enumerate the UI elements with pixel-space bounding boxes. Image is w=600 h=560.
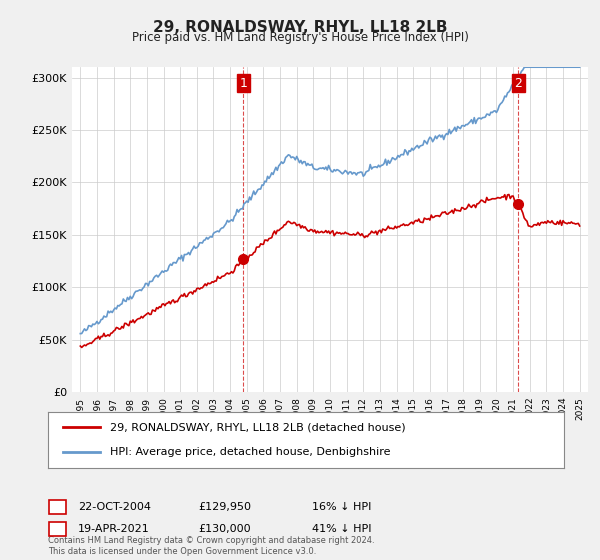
Text: 41% ↓ HPI: 41% ↓ HPI xyxy=(312,524,371,534)
Text: 2: 2 xyxy=(54,524,61,534)
Text: Price paid vs. HM Land Registry's House Price Index (HPI): Price paid vs. HM Land Registry's House … xyxy=(131,31,469,44)
Text: 29, RONALDSWAY, RHYL, LL18 2LB: 29, RONALDSWAY, RHYL, LL18 2LB xyxy=(153,20,447,35)
Text: Contains HM Land Registry data © Crown copyright and database right 2024.
This d: Contains HM Land Registry data © Crown c… xyxy=(48,536,374,556)
Text: 1: 1 xyxy=(239,77,247,90)
Text: 22-OCT-2004: 22-OCT-2004 xyxy=(78,502,151,512)
Text: £129,950: £129,950 xyxy=(198,502,251,512)
Text: 2: 2 xyxy=(514,77,522,90)
Text: 19-APR-2021: 19-APR-2021 xyxy=(78,524,150,534)
Text: 16% ↓ HPI: 16% ↓ HPI xyxy=(312,502,371,512)
Text: 29, RONALDSWAY, RHYL, LL18 2LB (detached house): 29, RONALDSWAY, RHYL, LL18 2LB (detached… xyxy=(110,422,406,432)
Text: HPI: Average price, detached house, Denbighshire: HPI: Average price, detached house, Denb… xyxy=(110,447,391,457)
Text: £130,000: £130,000 xyxy=(198,524,251,534)
Text: 1: 1 xyxy=(54,502,61,512)
